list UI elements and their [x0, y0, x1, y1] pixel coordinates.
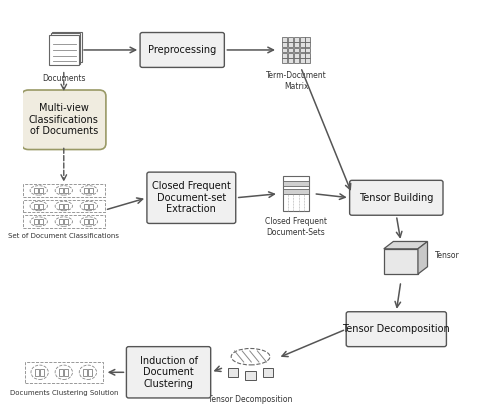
FancyBboxPatch shape	[22, 90, 106, 150]
Bar	[83, 370, 88, 376]
Bar	[84, 204, 89, 209]
Text: Induction of
Document
Clustering: Induction of Document Clustering	[139, 356, 197, 389]
Bar	[35, 370, 39, 376]
Bar	[64, 370, 68, 376]
Bar	[64, 188, 68, 193]
Bar	[39, 219, 43, 225]
Bar	[294, 48, 298, 52]
Bar	[89, 204, 93, 209]
Bar	[39, 204, 43, 209]
Bar	[84, 188, 89, 193]
FancyBboxPatch shape	[49, 35, 79, 66]
Text: Tensor Decomposition: Tensor Decomposition	[342, 324, 450, 334]
Bar	[306, 48, 310, 52]
Bar	[306, 59, 310, 63]
FancyBboxPatch shape	[23, 215, 105, 228]
FancyBboxPatch shape	[51, 33, 80, 64]
FancyBboxPatch shape	[25, 362, 103, 383]
FancyBboxPatch shape	[350, 180, 443, 215]
FancyBboxPatch shape	[23, 200, 105, 212]
Bar	[59, 370, 63, 376]
Polygon shape	[418, 241, 428, 274]
Bar	[64, 204, 68, 209]
Bar	[59, 219, 63, 225]
Text: Multi-view
Classifications
of Documents: Multi-view Classifications of Documents	[29, 103, 99, 136]
Bar	[288, 48, 293, 52]
Text: Set of Document Classifications: Set of Document Classifications	[8, 233, 119, 239]
Bar	[40, 370, 44, 376]
FancyBboxPatch shape	[52, 32, 82, 63]
Polygon shape	[384, 241, 428, 249]
Bar	[228, 368, 239, 377]
FancyBboxPatch shape	[147, 172, 236, 223]
Bar	[262, 368, 273, 377]
Bar	[294, 42, 298, 47]
Text: Tensor Building: Tensor Building	[359, 193, 433, 203]
Bar	[282, 48, 287, 52]
Bar	[288, 59, 293, 63]
Text: Documents Clustering Solution: Documents Clustering Solution	[10, 389, 118, 396]
Text: Closed Frequent
Document-Sets: Closed Frequent Document-Sets	[265, 218, 327, 237]
Bar	[64, 219, 68, 225]
Bar	[34, 188, 38, 193]
Bar	[39, 188, 43, 193]
Bar	[288, 37, 293, 42]
Text: Documents: Documents	[42, 74, 86, 83]
Bar	[59, 188, 63, 193]
FancyBboxPatch shape	[283, 176, 309, 211]
Bar	[299, 59, 305, 63]
Bar	[299, 48, 305, 52]
FancyBboxPatch shape	[23, 184, 105, 197]
Bar	[294, 37, 298, 42]
Bar	[306, 53, 310, 58]
Bar	[84, 219, 89, 225]
Bar	[282, 37, 287, 42]
Text: Tensor Decomposition: Tensor Decomposition	[208, 395, 293, 404]
Bar	[89, 188, 93, 193]
FancyBboxPatch shape	[346, 312, 446, 346]
Text: Preprocessing: Preprocessing	[148, 45, 217, 55]
Bar	[299, 53, 305, 58]
Text: Tensor: Tensor	[435, 251, 460, 260]
Bar	[306, 42, 310, 47]
Bar	[294, 53, 298, 58]
Bar	[282, 42, 287, 47]
Bar	[299, 37, 305, 42]
Bar	[288, 53, 293, 58]
Bar	[34, 219, 38, 225]
Bar	[288, 42, 293, 47]
Bar	[306, 37, 310, 42]
Text: Closed Frequent
Document-set
Extraction: Closed Frequent Document-set Extraction	[152, 181, 231, 214]
Bar	[384, 249, 418, 274]
FancyBboxPatch shape	[140, 33, 224, 68]
Bar	[59, 204, 63, 209]
Bar	[283, 189, 309, 194]
Text: Term-Document
Matrix: Term-Document Matrix	[266, 71, 327, 91]
FancyBboxPatch shape	[126, 346, 211, 398]
Bar	[283, 181, 309, 186]
Bar	[89, 370, 92, 376]
Bar	[245, 371, 256, 380]
Bar	[282, 53, 287, 58]
Bar	[34, 204, 38, 209]
Bar	[294, 59, 298, 63]
Bar	[299, 42, 305, 47]
Bar	[282, 59, 287, 63]
Bar	[89, 219, 93, 225]
